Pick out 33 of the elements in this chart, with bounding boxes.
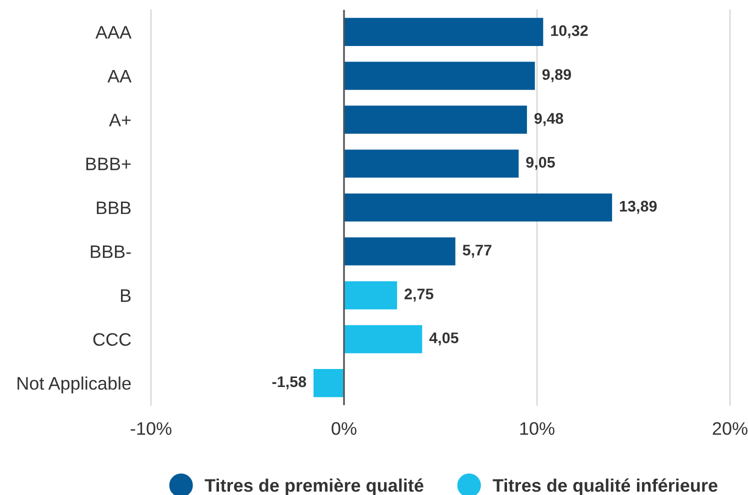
y-tick-label: AA [108, 70, 132, 82]
data-label: 9,89 [542, 69, 571, 82]
bar [344, 18, 544, 46]
bar [344, 150, 519, 178]
legend-label: Titres de qualité inférieure [492, 478, 718, 495]
data-label: 10,32 [551, 25, 588, 38]
y-tick-label: BBB- [90, 246, 131, 258]
y-tick-label: A+ [109, 114, 131, 126]
x-tick-label: 20% [712, 422, 748, 435]
bar [344, 106, 527, 134]
bar [314, 369, 344, 398]
x-tick-label: -10% [130, 422, 172, 435]
bar [344, 237, 456, 266]
y-tick-label: Not Applicable [18, 376, 131, 394]
data-label: 2,75 [404, 288, 434, 302]
legend-label: Titres de première qualité [204, 478, 424, 495]
data-label: 9,05 [526, 156, 555, 170]
bar [344, 281, 398, 310]
data-label: 13,89 [620, 200, 657, 214]
data-label: -1,58 [272, 376, 306, 390]
y-tick-label: CCC [93, 333, 131, 346]
data-label: 9,48 [534, 113, 564, 126]
y-tick-label: B [120, 289, 131, 302]
bar [344, 62, 535, 90]
y-tick-label: AAA [95, 26, 132, 38]
x-tick-label: 10% [520, 422, 554, 435]
data-label: 4,05 [429, 332, 458, 346]
data-label: 5,77 [462, 244, 492, 258]
y-tick-label: BBB [96, 202, 131, 214]
bar [344, 193, 612, 222]
bar [344, 325, 422, 354]
x-tick-label: 0% [332, 422, 356, 435]
y-tick-label: BBB+ [86, 158, 131, 170]
